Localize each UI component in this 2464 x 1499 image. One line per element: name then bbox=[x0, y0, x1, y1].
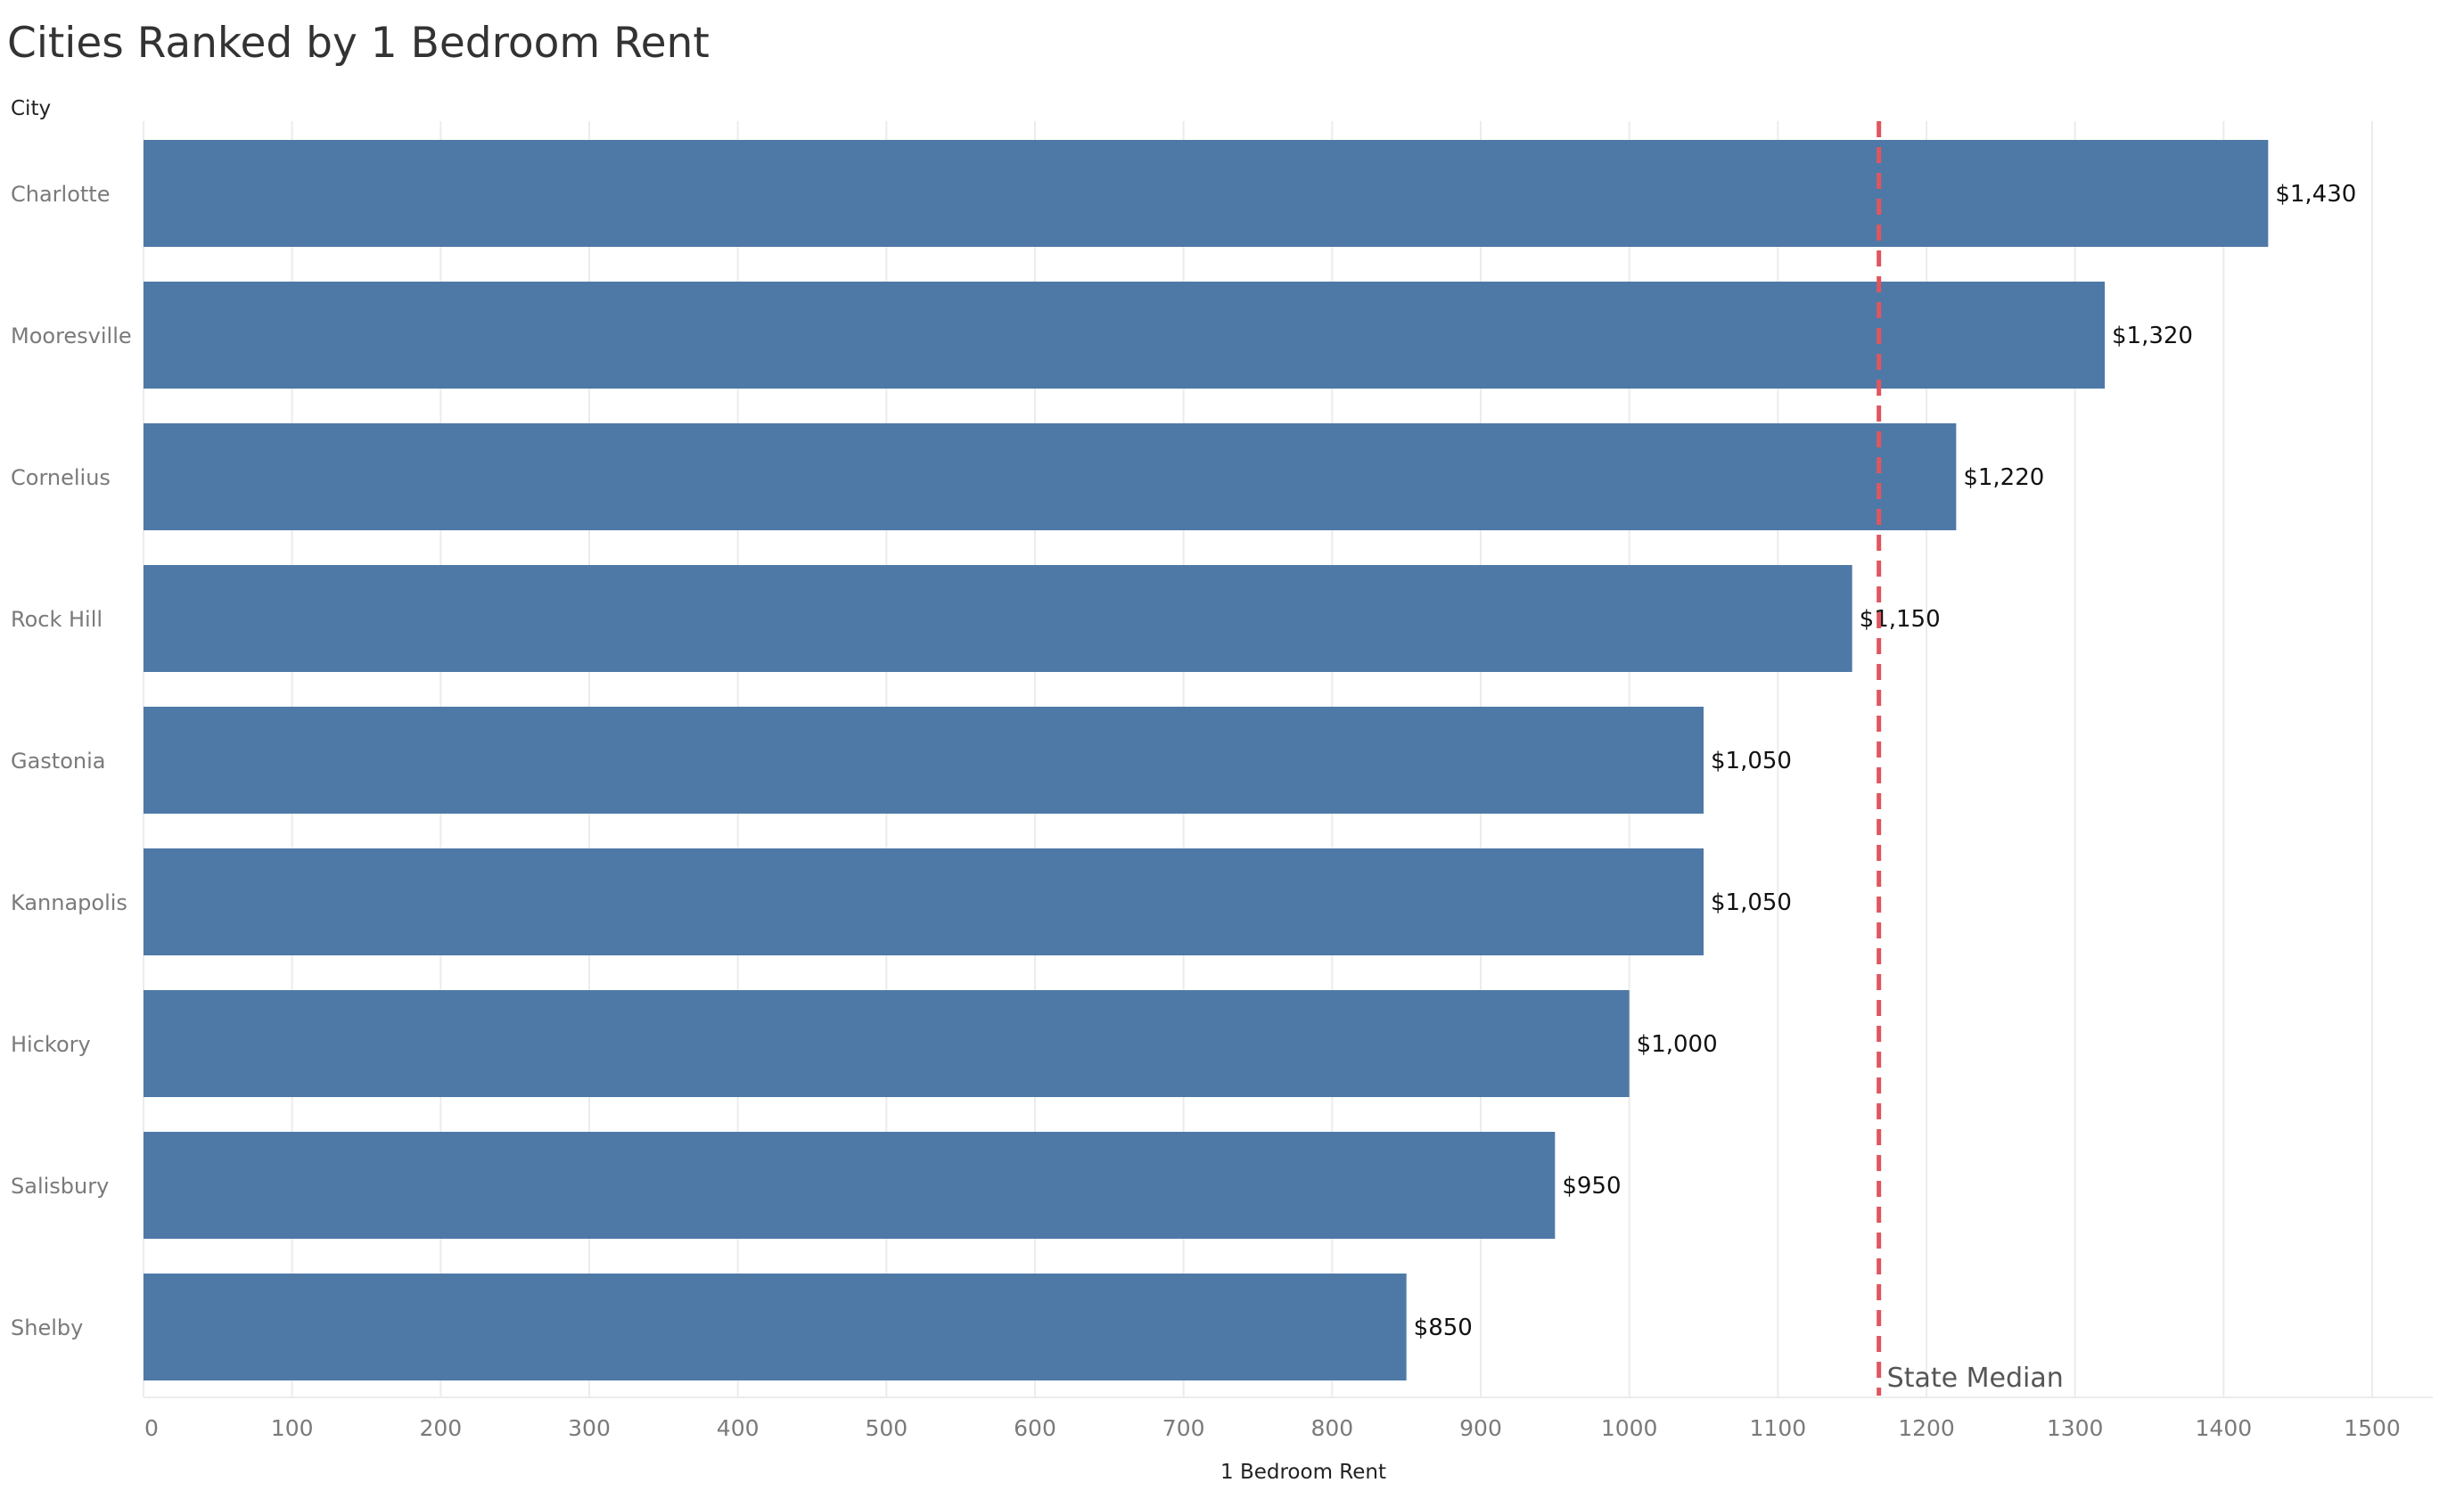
x-tick-label-6: 600 bbox=[1014, 1415, 1056, 1441]
data-label-2: $1,220 bbox=[1963, 464, 2044, 491]
chart-title: Cities Ranked by 1 Bedroom Rent bbox=[7, 19, 710, 68]
x-tick-label-3: 300 bbox=[568, 1415, 611, 1441]
category-label-1: Mooresville bbox=[11, 324, 132, 348]
category-axis-header: City bbox=[11, 97, 51, 120]
bar-rock-hill bbox=[144, 565, 1852, 672]
bar-cornelius bbox=[144, 423, 1957, 530]
category-label-2: Cornelius bbox=[11, 465, 111, 490]
bar-kannapolis bbox=[144, 848, 1704, 955]
bars bbox=[144, 140, 2269, 1380]
x-axis-label: 1 Bedroom Rent bbox=[1220, 1461, 1386, 1484]
data-label-0: $1,430 bbox=[2275, 181, 2356, 208]
x-tick-label-9: 900 bbox=[1459, 1415, 1502, 1441]
bar-gastonia bbox=[144, 707, 1704, 814]
category-label-8: Shelby bbox=[11, 1315, 83, 1340]
x-tick-label-5: 500 bbox=[865, 1415, 908, 1441]
data-label-3: $1,150 bbox=[1860, 606, 1941, 633]
bar-charlotte bbox=[144, 140, 2269, 247]
x-axis-ticks: 0 100 200 300 400 500 600 700 800 900 1000 1100 1200… bbox=[144, 1415, 2401, 1441]
data-label-4: $1,050 bbox=[1711, 748, 1792, 774]
category-label-6: Hickory bbox=[11, 1032, 91, 1057]
x-tick-label-2: 200 bbox=[419, 1415, 462, 1441]
data-label-5: $1,050 bbox=[1711, 889, 1792, 916]
x-tick-label-13: 1300 bbox=[2047, 1415, 2104, 1441]
category-label-0: Charlotte bbox=[11, 182, 110, 207]
data-label-7: $950 bbox=[1562, 1173, 1621, 1200]
bar-hickory bbox=[144, 990, 1630, 1097]
data-label-8: $850 bbox=[1414, 1315, 1473, 1341]
bar-shelby bbox=[144, 1274, 1407, 1380]
category-label-5: Kannapolis bbox=[11, 890, 127, 915]
data-label-1: $1,320 bbox=[2112, 323, 2193, 349]
reference-line-label: State Median bbox=[1887, 1363, 2064, 1394]
bar-mooresville bbox=[144, 282, 2105, 389]
data-label-6: $1,000 bbox=[1637, 1031, 1718, 1058]
data-labels: $1,430 $1,320 $1,220 $1,150 $1,050 $1,050 $1,0… bbox=[1414, 181, 2357, 1341]
x-tick-label-14: 1400 bbox=[2196, 1415, 2253, 1441]
category-label-7: Salisbury bbox=[11, 1174, 109, 1199]
category-labels: Charlotte Mooresville Cornelius Rock Hill Ga… bbox=[11, 182, 132, 1340]
x-tick-label-15: 1500 bbox=[2344, 1415, 2401, 1441]
x-tick-label-10: 1000 bbox=[1601, 1415, 1658, 1441]
category-label-3: Rock Hill bbox=[11, 607, 103, 632]
x-tick-label-0: 0 bbox=[144, 1415, 159, 1441]
x-tick-label-7: 700 bbox=[1162, 1415, 1205, 1441]
category-label-4: Gastonia bbox=[11, 749, 106, 774]
x-tick-label-11: 1100 bbox=[1750, 1415, 1807, 1441]
x-tick-label-4: 400 bbox=[717, 1415, 760, 1441]
x-tick-label-1: 100 bbox=[271, 1415, 314, 1441]
x-tick-label-12: 1200 bbox=[1898, 1415, 1955, 1441]
bar-salisbury bbox=[144, 1132, 1556, 1239]
reference-line-group: State Median bbox=[1877, 121, 2064, 1396]
x-tick-label-8: 800 bbox=[1310, 1415, 1353, 1441]
